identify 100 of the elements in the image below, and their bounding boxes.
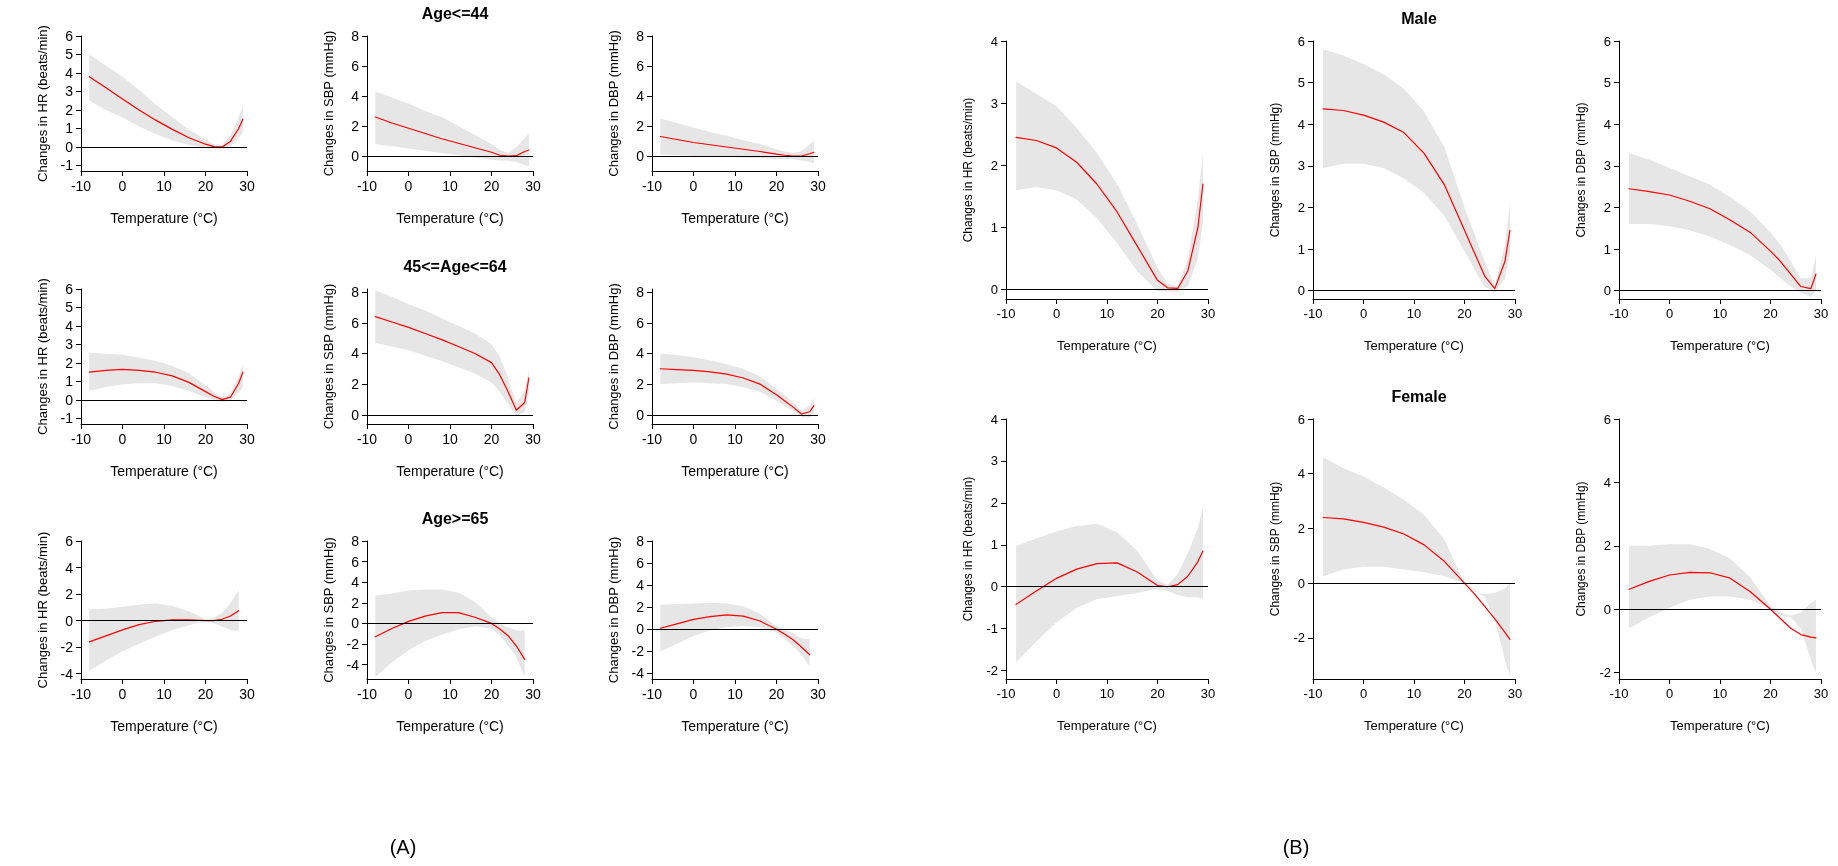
y-axis-title: Changes in HR (beats/min) xyxy=(961,476,975,622)
x-tick-label: 10 xyxy=(156,178,172,194)
x-tick-label: 30 xyxy=(1200,306,1216,321)
x-axis-title: Temperature (°C) xyxy=(1364,338,1464,353)
y-tick-label: 4 xyxy=(1603,116,1611,132)
y-tick-label: 2 xyxy=(990,157,998,173)
y-axis-title: Changes in SBP (mmHg) xyxy=(321,537,336,683)
x-tick-label: 30 xyxy=(1200,686,1216,701)
y-tick-label: 2 xyxy=(65,354,74,371)
x-tick-label: 0 xyxy=(1665,306,1674,321)
x-tick-label: 20 xyxy=(1763,306,1778,321)
x-tick-label: 20 xyxy=(768,686,785,702)
y-tick-label: 4 xyxy=(65,64,74,81)
x-tick-label: 20 xyxy=(768,178,785,194)
x-tick-label: 0 xyxy=(404,431,413,447)
x-tick-label: 20 xyxy=(483,686,500,702)
x-tick-label: 30 xyxy=(810,431,826,447)
x-tick-label: 20 xyxy=(197,178,214,194)
y-tick-label: 1 xyxy=(1603,241,1611,257)
y-tick-label: 0 xyxy=(65,612,74,629)
y-axis-title: Changes in DBP (mmHg) xyxy=(606,283,621,430)
x-tick-label: 20 xyxy=(197,686,214,702)
y-tick-label: 4 xyxy=(1297,116,1305,132)
y-tick-label: 6 xyxy=(636,58,645,74)
x-tick-label: -10 xyxy=(1303,306,1323,321)
y-tick-label: 0 xyxy=(65,391,74,408)
x-tick-label: -10 xyxy=(1609,306,1629,321)
x-tick-label: -10 xyxy=(70,178,92,194)
y-tick-label: 4 xyxy=(990,33,998,49)
x-tick-label: 20 xyxy=(1457,686,1472,701)
chart-title: Age>=65 xyxy=(421,509,489,527)
x-tick-label: 0 xyxy=(1359,686,1368,701)
y-tick-label: -4 xyxy=(631,665,645,682)
y-tick-label: 2 xyxy=(351,594,360,611)
y-tick-label: 0 xyxy=(351,148,360,164)
y-tick-label: 3 xyxy=(65,336,74,353)
x-tick-label: -10 xyxy=(1609,686,1629,701)
x-axis-title: Temperature (°C) xyxy=(1057,718,1157,733)
y-tick-label: 2 xyxy=(65,586,74,603)
x-tick-label: 0 xyxy=(1359,306,1368,321)
x-tick-label: -10 xyxy=(996,306,1016,321)
y-tick-label: 2 xyxy=(351,118,360,134)
y-tick-label: 0 xyxy=(990,282,998,298)
x-tick-label: 30 xyxy=(1813,306,1829,321)
y-tick-label: 4 xyxy=(990,411,998,427)
y-tick-label: 2 xyxy=(990,495,998,511)
x-tick-label: 10 xyxy=(727,431,743,447)
y-tick-label: 0 xyxy=(990,579,998,595)
x-axis-title: Temperature (°C) xyxy=(110,210,218,226)
x-axis-title: Temperature (°C) xyxy=(1670,338,1770,353)
y-axis-title: Changes in HR (beats/min) xyxy=(35,278,50,435)
x-tick-label: -10 xyxy=(356,686,378,702)
x-tick-label: 0 xyxy=(404,686,413,702)
y-tick-label: -2 xyxy=(1293,630,1305,646)
x-tick-label: -10 xyxy=(641,178,663,194)
x-axis-title: Temperature (°C) xyxy=(1057,338,1157,353)
x-tick-label: -10 xyxy=(70,686,92,702)
y-tick-label: 4 xyxy=(351,88,360,104)
y-axis-title: Changes in DBP (mmHg) xyxy=(606,536,621,684)
x-tick-label: 10 xyxy=(156,686,172,702)
x-tick-label: 10 xyxy=(1099,306,1115,321)
y-tick-label: 2 xyxy=(1603,538,1611,554)
x-tick-label: 10 xyxy=(1406,686,1422,701)
x-axis-title: Temperature (°C) xyxy=(1364,718,1464,733)
x-tick-label: 20 xyxy=(1150,686,1165,701)
y-tick-label: -1 xyxy=(60,410,74,427)
text: (A) xyxy=(388,836,418,859)
y-tick-label: 6 xyxy=(636,314,645,331)
x-tick-label: 30 xyxy=(525,431,541,447)
y-tick-label: 5 xyxy=(65,46,74,63)
y-tick-label: -2 xyxy=(346,635,360,652)
y-tick-label: 8 xyxy=(636,28,645,44)
x-axis-title: Temperature (°C) xyxy=(681,463,789,479)
x-tick-label: -10 xyxy=(1303,686,1323,701)
y-tick-label: 4 xyxy=(1603,474,1611,490)
y-axis-title: Changes in SBP (mmHg) xyxy=(1268,102,1282,238)
x-tick-label: 20 xyxy=(1763,686,1778,701)
y-tick-label: 1 xyxy=(65,373,74,390)
y-tick-label: 0 xyxy=(1603,283,1611,299)
x-tick-label: 30 xyxy=(525,178,541,194)
y-tick-label: 4 xyxy=(636,88,645,104)
y-tick-label: -2 xyxy=(60,639,74,656)
y-tick-label: 1 xyxy=(990,220,998,236)
x-tick-label: 10 xyxy=(1099,686,1115,701)
x-tick-label: 10 xyxy=(1712,306,1728,321)
y-tick-label: 3 xyxy=(1297,158,1305,174)
x-tick-label: 30 xyxy=(239,686,255,702)
chart-title: 45<=Age<=64 xyxy=(403,257,507,275)
x-tick-label: 20 xyxy=(1457,306,1472,321)
y-tick-label: -1 xyxy=(986,621,998,637)
x-axis-title: Temperature (°C) xyxy=(681,210,789,226)
y-tick-label: 3 xyxy=(1603,158,1611,174)
y-tick-label: 4 xyxy=(1297,466,1305,482)
x-tick-label: 10 xyxy=(442,431,458,447)
y-tick-label: 4 xyxy=(636,345,645,362)
y-tick-label: 6 xyxy=(351,314,360,331)
y-axis-title: Changes in DBP (mmHg) xyxy=(606,30,621,177)
y-axis-title: Changes in DBP (mmHg) xyxy=(1574,102,1588,238)
y-axis-title: Changes in DBP (mmHg) xyxy=(1574,481,1588,617)
y-tick-label: 2 xyxy=(1603,199,1611,215)
